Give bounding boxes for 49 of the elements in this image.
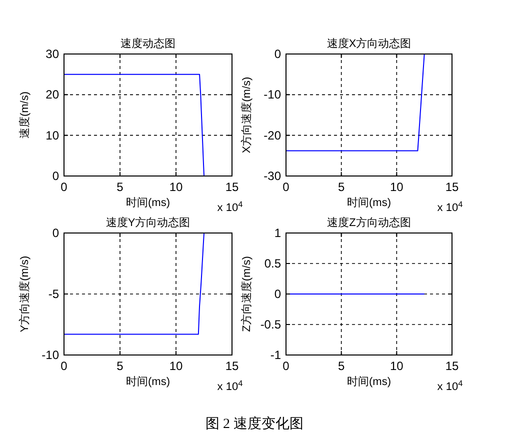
x-tick-label: 0 xyxy=(282,359,290,373)
x-tick-label: 10 xyxy=(390,359,404,373)
text: x 10$^{4}$ xyxy=(217,200,244,214)
x-tick-label: 5 xyxy=(116,180,124,194)
chart-title: 速度动态图 xyxy=(120,37,176,50)
x-axis-title: 时间(ms) xyxy=(126,375,170,388)
y-tick-label: 10 xyxy=(46,128,60,142)
x-tick-label: 10 xyxy=(390,180,404,194)
y-tick-label: -0.5 xyxy=(260,318,282,332)
x-tick-label: 0 xyxy=(282,180,290,194)
x-tick-label: 15 xyxy=(225,359,239,373)
y-axis-title: 速度(m/s) xyxy=(18,91,31,139)
y-tick-label: -10 xyxy=(42,348,60,362)
y-tick-label: 0 xyxy=(52,169,60,183)
x-tick-label: 0 xyxy=(60,180,68,194)
y-tick-label: 0.5 xyxy=(264,256,282,270)
y-tick-label: 0 xyxy=(52,226,60,240)
x-tick-label: 5 xyxy=(338,180,345,194)
x-axis-title: 时间(ms) xyxy=(126,196,170,209)
x-tick-label: 15 xyxy=(445,359,459,373)
y-axis-title: X方向速度(m/s) xyxy=(240,76,253,154)
chart-title: 速度Y方向动态图 xyxy=(106,216,190,229)
y-tick-label: 0 xyxy=(274,287,282,301)
chart-title: 速度Z方向动态图 xyxy=(327,216,411,229)
y-tick-label: 20 xyxy=(46,88,60,102)
x-tick-label: 15 xyxy=(445,180,459,194)
text: x 10$^{4}$ xyxy=(437,378,464,393)
y-tick-label: 30 xyxy=(46,47,60,61)
x-tick-label: 15 xyxy=(225,180,239,194)
x-axis-title: 时间(ms) xyxy=(347,375,391,388)
text: x 10$^{4}$ xyxy=(217,378,244,393)
x-tick-label: 0 xyxy=(60,359,68,373)
x-tick-label: 5 xyxy=(338,359,345,373)
y-tick-label: -20 xyxy=(264,128,282,142)
y-tick-label: -10 xyxy=(264,88,282,102)
text: x 10$^{4}$ xyxy=(437,200,464,214)
y-tick-label: -5 xyxy=(48,287,60,301)
y-tick-label: 0 xyxy=(274,47,282,61)
y-axis-title: Z方向速度(m/s) xyxy=(240,256,253,332)
x-tick-label: 5 xyxy=(116,359,124,373)
y-tick-label: -1 xyxy=(270,348,282,362)
y-tick-label: 1 xyxy=(274,226,282,240)
caption: 图 2 速度变化图 xyxy=(206,416,304,432)
x-tick-label: 10 xyxy=(169,359,183,373)
chart-title: 速度X方向动态图 xyxy=(326,37,412,50)
y-axis-title: Y方向速度(m/s) xyxy=(18,256,31,332)
y-tick-label: -30 xyxy=(264,169,282,183)
x-axis-title: 时间(ms) xyxy=(347,196,391,209)
x-tick-label: 10 xyxy=(169,180,183,194)
